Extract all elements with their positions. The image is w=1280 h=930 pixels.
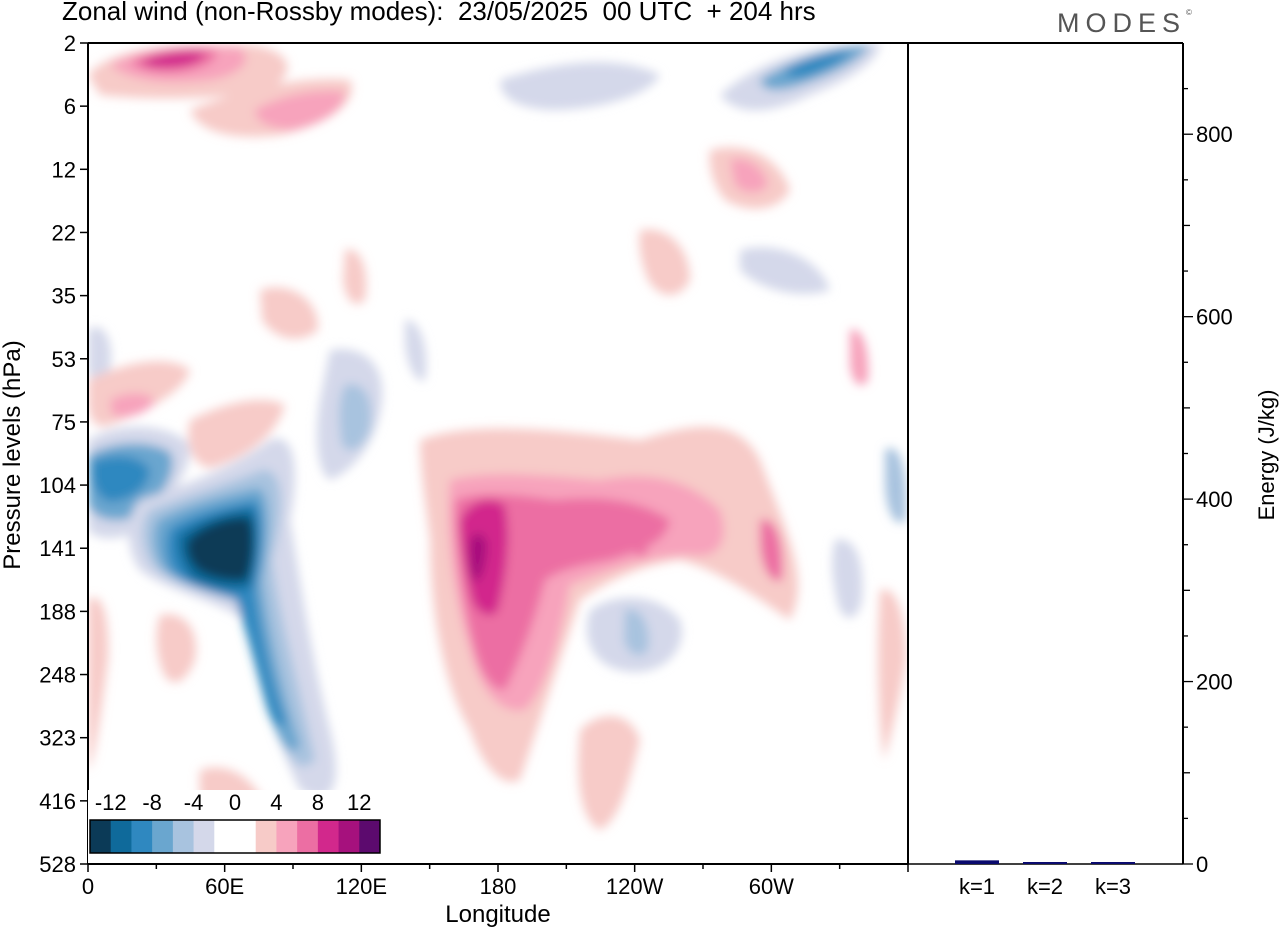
colorbar: -12 -8 -4 0 4 8 12 <box>88 790 393 863</box>
colorbar-swatch <box>90 820 112 853</box>
colorbar-label: -8 <box>142 790 162 815</box>
colorbar-swatch <box>276 820 298 853</box>
energy-tick-label: 800 <box>1196 122 1233 147</box>
energy-axis-ticks: 0 200 400 600 800 <box>1183 87 1233 877</box>
y-tick-label: 323 <box>39 726 76 751</box>
energy-tick-label: 200 <box>1196 670 1233 695</box>
x-axis-ticks: 0 60E 120E 180 120W 60W <box>82 864 909 899</box>
y-axis-label: Pressure levels (hPa) <box>0 340 26 569</box>
energy-bar <box>1091 862 1135 864</box>
colorbar-swatch <box>110 820 132 853</box>
energy-category-label: k=2 <box>1027 874 1063 899</box>
colorbar-label: -12 <box>95 790 127 815</box>
y-tick-label: 2 <box>64 31 76 56</box>
y-tick-label: 248 <box>39 663 76 688</box>
y-tick-label: 12 <box>52 157 76 182</box>
chart-title: Zonal wind (non-Rossby modes): 23/05/202… <box>62 0 816 26</box>
energy-bar <box>1023 862 1067 864</box>
energy-tick-label: 400 <box>1196 487 1233 512</box>
energy-bar <box>955 860 999 864</box>
x-tick-label: 120E <box>336 874 387 899</box>
colorbar-label: -4 <box>184 790 204 815</box>
x-tick-label: 180 <box>480 874 517 899</box>
colorbar-label: 0 <box>229 790 241 815</box>
colorbar-outline <box>89 819 381 854</box>
y-tick-label: 53 <box>52 347 76 372</box>
x-tick-label: 60E <box>205 874 244 899</box>
y-tick-label: 75 <box>52 410 76 435</box>
energy-bars: k=1 k=2 k=3 <box>955 860 1135 899</box>
colorbar-swatch <box>297 820 319 853</box>
positive-anomalies <box>88 44 906 861</box>
colorbar-swatch <box>359 820 381 853</box>
y-tick-label: 528 <box>39 852 76 877</box>
y-tick-label: 416 <box>39 789 76 814</box>
energy-tick-label: 600 <box>1196 305 1233 330</box>
y-tick-label: 141 <box>39 536 76 561</box>
y-tick-label: 104 <box>39 473 76 498</box>
colorbar-swatch <box>255 820 277 853</box>
colorbar-swatch <box>172 820 195 853</box>
colorbar-swatch <box>214 820 236 853</box>
y-tick-label: 6 <box>64 94 76 119</box>
energy-tick-label: 0 <box>1196 852 1208 877</box>
colorbar-swatch <box>317 820 340 853</box>
colorbar-label: 12 <box>347 790 371 815</box>
colorbar-swatch <box>131 820 153 853</box>
y-axis-ticks: 2 6 12 22 35 53 75 104 141 188 248 323 416 528 <box>39 31 88 877</box>
y-tick-label: 22 <box>52 220 76 245</box>
colorbar-swatch <box>338 820 360 853</box>
modes-logo: MODES© <box>1057 8 1192 38</box>
x-axis-label: Longitude <box>445 901 550 928</box>
x-tick-label: 120W <box>606 874 664 899</box>
colorbar-swatch <box>235 820 257 853</box>
energy-category-label: k=3 <box>1095 874 1131 899</box>
energy-category-label: k=1 <box>959 874 995 899</box>
contour-field <box>88 43 907 861</box>
negative-anomalies <box>88 43 907 798</box>
colorbar-label: 4 <box>270 790 282 815</box>
energy-axis-label: Energy (J/kg) <box>1254 390 1279 521</box>
x-tick-label: 0 <box>82 874 94 899</box>
colorbar-label: 8 <box>312 790 324 815</box>
colorbar-swatch <box>152 820 174 853</box>
x-tick-label: 60W <box>749 874 794 899</box>
colorbar-swatch <box>193 820 215 853</box>
y-tick-label: 188 <box>39 599 76 624</box>
y-tick-label: 35 <box>52 284 76 309</box>
